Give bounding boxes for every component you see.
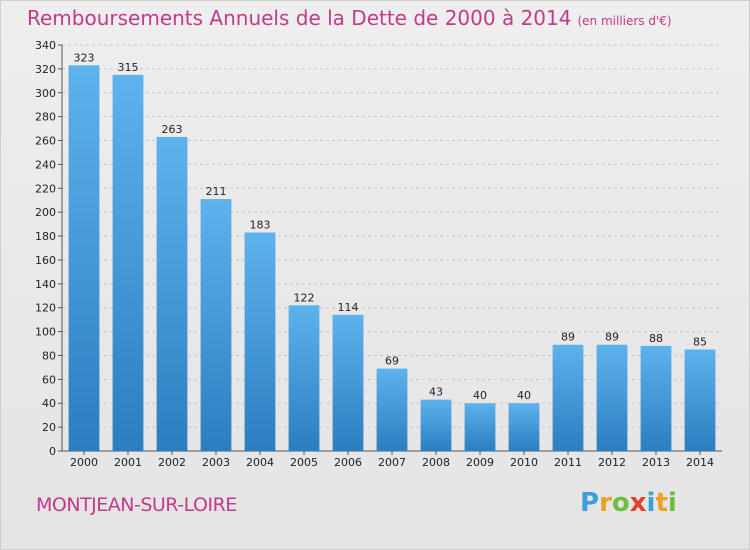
bar-2009[interactable] [464,403,496,451]
y-tick-label: 200 [35,206,56,219]
bar-2006[interactable] [332,314,364,451]
logo-letter: i [667,488,677,518]
y-tick-label: 20 [42,421,56,434]
bar-value-label: 122 [294,291,315,304]
proxiti-logo[interactable]: Proxiti [580,488,677,518]
y-tick-label: 160 [35,254,56,267]
bar-value-label: 40 [517,389,531,402]
x-tick-label: 2002 [158,456,186,469]
bar-2008[interactable] [420,399,452,451]
y-tick-label: 260 [35,135,56,148]
y-tick-label: 280 [35,111,56,124]
chart-title: Remboursements Annuels de la Dette de 20… [27,6,672,30]
logo-letter: o [611,488,630,518]
x-tick-label: 2013 [642,456,670,469]
x-tick-label: 2010 [510,456,538,469]
bar-2010[interactable] [508,403,540,451]
bar-2001[interactable] [112,74,144,452]
x-tick-label: 2014 [686,456,714,469]
x-tick-label: 2012 [598,456,626,469]
y-tick-label: 340 [35,39,56,52]
label-layer: 323 315 263 211 183 122 114 69 43 40 40 89 89 88 85 [74,51,708,402]
logo-letter: t [655,488,668,518]
chart-unit: (en milliers d'€) [577,14,672,28]
bar-2002[interactable] [156,136,188,451]
logo-letter: r [599,488,612,518]
bar-value-label: 43 [429,386,443,399]
bar-value-label: 85 [693,336,707,349]
x-tick-label: 2006 [334,456,362,469]
bar-2014[interactable] [684,349,716,452]
town-name: MONTJEAN-SUR-LOIRE [36,494,237,516]
bar-layer [68,65,716,452]
bar-2007[interactable] [376,368,408,451]
bar-value-label: 89 [561,331,575,344]
y-tick-label: 120 [35,302,56,315]
y-tick-label: 80 [42,349,56,362]
y-tick-label: 300 [35,87,56,100]
x-tick-label: 2008 [422,456,450,469]
bar-value-label: 263 [162,123,183,136]
bar-value-label: 114 [338,301,359,314]
x-tick-label: 2001 [114,456,142,469]
logo-letter: x [629,488,647,518]
bar-2000[interactable] [68,65,100,452]
y-tick-label: 100 [35,326,56,339]
bar-value-label: 315 [118,61,139,74]
y-tick-label: 40 [42,397,56,410]
bar-2005[interactable] [288,305,320,451]
bar-2013[interactable] [640,345,672,451]
y-tick-label: 180 [35,230,56,243]
bar-2003[interactable] [200,199,232,451]
chart-title-text: Remboursements Annuels de la Dette de 20… [27,6,572,30]
x-tick-label: 2009 [466,456,494,469]
y-tick-label: 220 [35,182,56,195]
y-tick-label: 60 [42,373,56,386]
bar-value-label: 89 [605,331,619,344]
bar-value-label: 211 [206,185,227,198]
x-tick-label: 2007 [378,456,406,469]
bar-value-label: 88 [649,332,663,345]
bar-value-label: 323 [74,51,95,64]
x-tick-label: 2011 [554,456,582,469]
x-tick-label: 2005 [290,456,318,469]
logo-letter: i [646,488,656,518]
bar-value-label: 183 [250,218,271,231]
y-tick-label: 0 [49,445,56,458]
x-tick-label: 2000 [70,456,98,469]
y-tick-label: 240 [35,158,56,171]
x-tick-label: 2003 [202,456,230,469]
y-tick-label: 140 [35,278,56,291]
bar-2011[interactable] [552,344,584,451]
logo-letter: P [580,488,600,518]
bar-value-label: 40 [473,389,487,402]
axis-layer: 0 20 40 60 80 100 120 140 160 180 200 220 240 260 280 3… [35,39,722,469]
bar-2012[interactable] [596,344,628,451]
bar-2004[interactable] [244,232,276,451]
bar-value-label: 69 [385,355,399,368]
x-tick-label: 2004 [246,456,274,469]
y-tick-label: 320 [35,63,56,76]
